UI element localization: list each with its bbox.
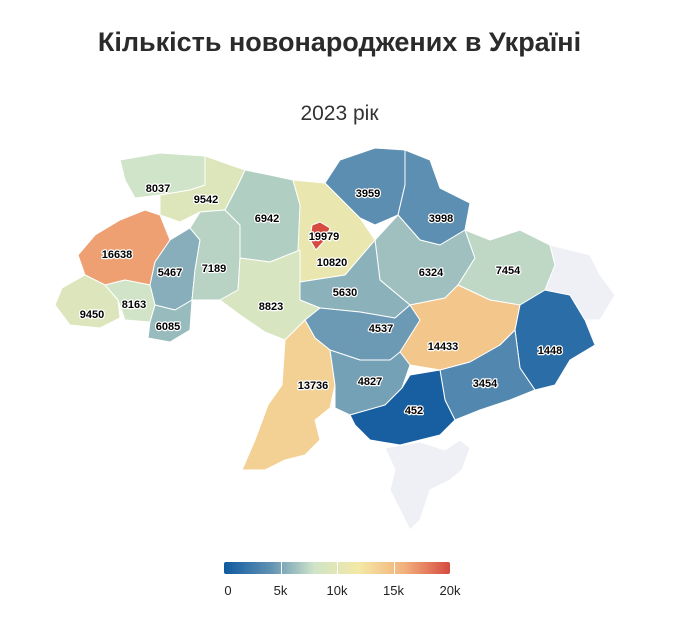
region-khmelnytskyi[interactable] — [189, 209, 241, 301]
region-value-label-chernivtsi: 6085 — [156, 321, 180, 333]
legend-tick-mark — [280, 562, 282, 574]
legend-tick-mark — [337, 562, 338, 574]
region-value-label-lviv: 16638 — [102, 249, 133, 261]
region-crimea[interactable] — [384, 439, 471, 531]
legend-tick-label: 20k — [439, 583, 461, 598]
ukraine-choropleth-map: 8037 9542 16638 5467 7189 6942 10820 19979 3959 3… — [54, 147, 616, 531]
region-value-label-volyn: 8037 — [146, 183, 170, 195]
region-value-label-dnipropetrovsk: 14433 — [428, 341, 459, 353]
region-value-label-khmelnytskyi: 7189 — [202, 263, 226, 275]
region-value-label-rivne: 9542 — [194, 194, 218, 206]
region-value-label-kyiv-city: 19979 — [309, 231, 340, 243]
region-kyiv-city[interactable] — [309, 221, 331, 251]
region-value-label-kharkiv: 7454 — [496, 265, 521, 277]
legend-tick-label: 10k — [326, 583, 348, 598]
region-value-label-zhytomyr: 6942 — [255, 213, 279, 225]
region-value-label-cherkasy: 5630 — [333, 287, 357, 299]
legend-tick-mark — [393, 562, 395, 574]
region-kherson[interactable] — [349, 369, 456, 446]
region-value-label-kyiv-oblast: 10820 — [317, 257, 348, 269]
legend-tick-label: 15k — [383, 583, 404, 598]
region-zakarpattia[interactable] — [54, 274, 121, 329]
map-title: Кількість новонароджених в Україні — [97, 27, 582, 57]
region-value-label-vinnytsia: 8823 — [259, 301, 283, 313]
region-value-label-poltava: 6324 — [419, 267, 444, 279]
region-value-label-ivano-frankivsk: 8163 — [122, 299, 146, 311]
region-value-label-odesa: 13736 — [298, 380, 329, 392]
region-value-label-mykolaiv: 4827 — [358, 376, 382, 388]
legend-tick-label: 5k — [273, 583, 288, 598]
region-luhansk[interactable] — [544, 244, 616, 321]
region-chernivtsi[interactable] — [147, 299, 193, 343]
region-value-label-zakarpattia: 9450 — [80, 309, 104, 321]
map-subtitle: 2023 рік — [300, 102, 379, 125]
region-value-label-kirovohrad: 4537 — [369, 323, 393, 335]
legend-tick-label: 0 — [224, 583, 232, 598]
region-value-label-donetsk: 1448 — [538, 345, 562, 357]
region-value-label-zaporizhzhia: 3454 — [473, 378, 498, 390]
region-value-label-chernihiv: 3959 — [356, 188, 380, 200]
region-value-label-sumy: 3998 — [429, 213, 453, 225]
region-odesa[interactable] — [241, 319, 336, 471]
region-value-label-ternopil: 5467 — [158, 267, 182, 279]
region-value-label-kherson: 452 — [405, 405, 423, 417]
